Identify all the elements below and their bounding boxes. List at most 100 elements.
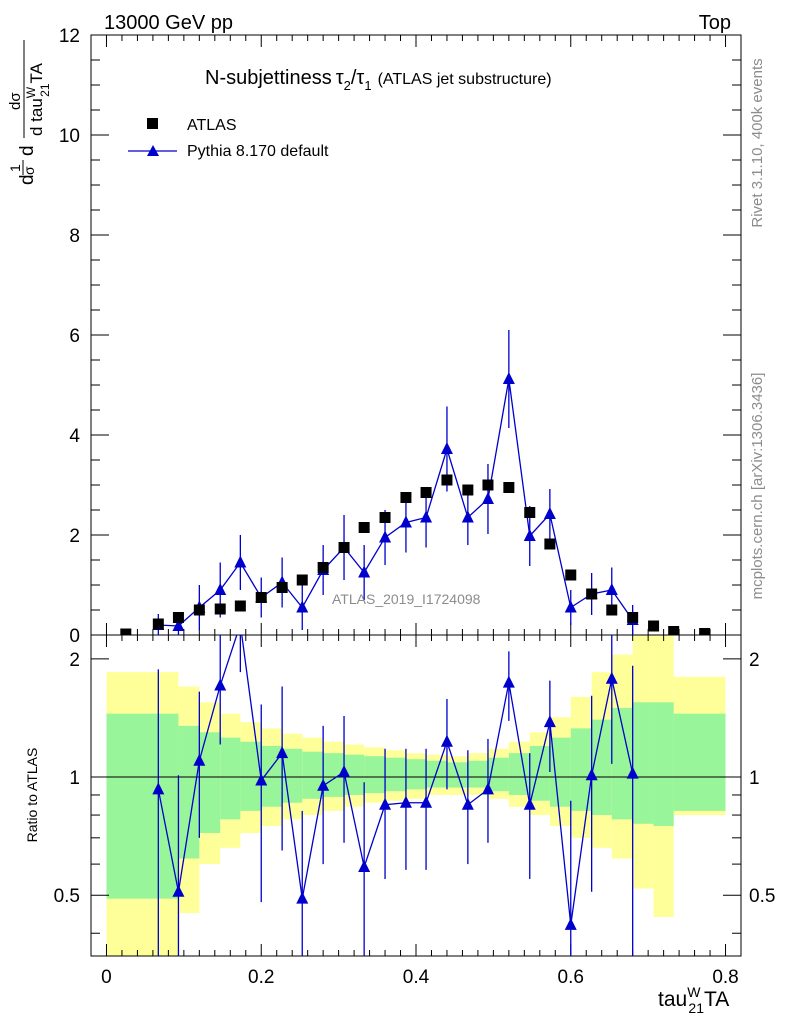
x-tick-label: 0.4 (403, 967, 430, 988)
band-inner-bin (385, 757, 406, 792)
process-label: Top (699, 12, 731, 34)
ratio-point (255, 773, 268, 786)
data-point (214, 603, 226, 615)
data-point (503, 482, 515, 493)
x-tick-label: 0 (101, 967, 112, 988)
svg-text:σ: σ (21, 166, 37, 175)
ratio-point (358, 859, 371, 872)
ratio-tick-label-right: 0.5 (749, 886, 775, 907)
y-tick-label: 10 (59, 126, 80, 147)
y-tick-label: 6 (69, 326, 80, 347)
y-tick-label: 2 (69, 526, 80, 547)
mc-point (379, 530, 392, 543)
data-point (234, 600, 246, 612)
mc-point (502, 372, 515, 384)
legend-mc-label: Pythia 8.170 default (187, 143, 329, 160)
ratio-point (461, 797, 474, 810)
svg-text:d tauW21TA: d tauW21TA (24, 62, 52, 136)
ylabel-sub-21: 21 (38, 83, 52, 97)
ylabel-ta: TA (27, 62, 46, 83)
band-inner-bin (220, 737, 241, 820)
svg-text:d: d (17, 174, 38, 185)
x-axis-label: tauW 21TA (658, 984, 729, 1016)
ratio-point (296, 891, 309, 904)
data-point (193, 604, 205, 616)
band-inner-bin (673, 713, 726, 811)
watermark: ATLAS_2019_I1724098 (332, 591, 481, 607)
ratio-point (276, 746, 289, 759)
ylabel-one: 1 (7, 164, 23, 172)
band-inner-bin (261, 745, 283, 807)
mc-point (440, 442, 453, 454)
ratio-point (502, 675, 515, 688)
data-point (482, 479, 494, 491)
mc-point (234, 555, 247, 568)
band-inner-bin (344, 754, 365, 795)
band-inner-bin (529, 745, 550, 801)
title-tau1-sub: 1 (364, 78, 371, 93)
y-tick-label: 12 (59, 26, 80, 47)
data-point (565, 569, 577, 581)
legend-data-marker (147, 118, 158, 129)
data-point (317, 562, 329, 573)
data-point (420, 487, 432, 498)
band-inner-bin (487, 757, 509, 792)
ratio-series-group (152, 617, 639, 956)
band-inner-bin (611, 707, 633, 820)
data-point (120, 628, 132, 635)
mc-point (461, 510, 474, 523)
band-inner-bin (240, 741, 262, 811)
data-point (462, 484, 474, 496)
xlabel-sub: 21 (688, 1000, 704, 1016)
data-point (606, 604, 618, 616)
ratio-tick-label-left: 0.5 (54, 886, 80, 907)
data-point (544, 538, 556, 550)
ratio-point (152, 782, 165, 795)
xlabel-sup: W (687, 984, 701, 1000)
main-series-group (120, 330, 711, 635)
rivet-label: Rivet 3.1.10, 400k events (749, 58, 766, 227)
band-inner-bin (632, 702, 654, 824)
data-point (358, 522, 370, 533)
ratio-point (338, 764, 351, 777)
xlabel-tail: TA (704, 988, 729, 1011)
ratio-point (543, 715, 556, 728)
band-inner-bin (570, 728, 592, 811)
ratio-point (379, 797, 392, 810)
ratio-tick-label-left: 2 (69, 650, 80, 671)
ratio-point (234, 617, 246, 629)
plot-title: N-subjettiness τ2/τ1 (ATLAS jet substructu… (205, 67, 552, 93)
y-tick-label: 8 (69, 226, 80, 247)
data-point (627, 612, 639, 623)
ratio-tick-label-left: 1 (69, 768, 80, 789)
ylabel-sigma: σ (21, 166, 37, 175)
title-tau1: τ (356, 67, 364, 89)
data-point (400, 492, 412, 503)
ratio-point (193, 753, 206, 766)
y-tick-label: 0 (69, 626, 80, 647)
mc-point (543, 507, 556, 519)
mc-point (564, 600, 577, 613)
xlabel-main: tau (658, 988, 687, 1011)
ylabel-sup-w: W (24, 86, 38, 98)
mc-point (172, 619, 185, 631)
data-point (276, 582, 288, 593)
ratio-line (157, 635, 634, 926)
ratio-point (481, 782, 494, 795)
band-inner-bin (106, 713, 159, 899)
ratio-point (399, 795, 412, 808)
mc-point (399, 515, 412, 528)
mc-point (214, 583, 227, 595)
ratio-point (564, 917, 577, 930)
band-inner-bin (508, 753, 530, 795)
data-point (586, 588, 598, 600)
ylabel-d1: d (17, 174, 38, 185)
band-inner-bin (653, 702, 674, 827)
energy-label: 13000 GeV pp (104, 12, 233, 34)
mc-point (296, 600, 309, 613)
mc-point (523, 529, 536, 541)
ratio-point (172, 884, 185, 897)
svg-text:1: 1 (7, 164, 23, 172)
